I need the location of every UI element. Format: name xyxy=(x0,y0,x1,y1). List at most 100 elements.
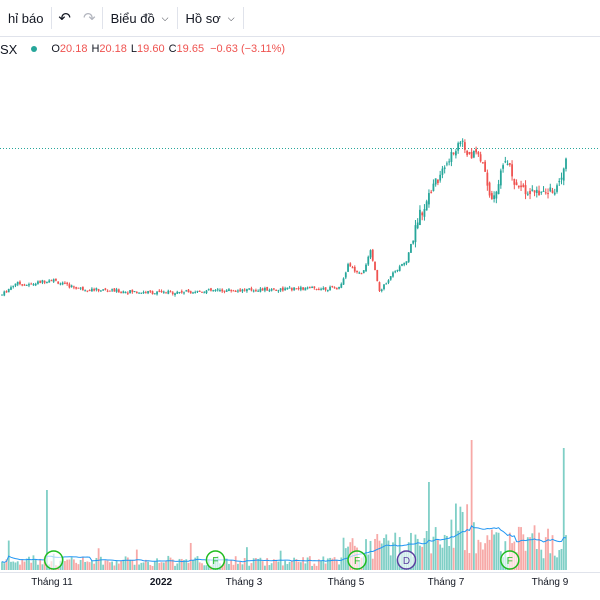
volume-bar xyxy=(21,559,24,570)
volume-bar xyxy=(311,565,313,570)
candle-body xyxy=(338,286,340,289)
candle-body xyxy=(405,261,408,264)
candle-body xyxy=(380,289,383,292)
volume-bar xyxy=(463,550,466,570)
candle-body xyxy=(421,212,424,216)
candle-body xyxy=(122,291,125,294)
volume-bar xyxy=(156,558,158,570)
volume-bar xyxy=(333,557,336,570)
candle-body xyxy=(526,193,529,195)
volume-bar xyxy=(313,563,316,570)
top-toolbar: hỉ báo ↶ ↷ Biểu đồ ⌵ Hồ sơ ⌵ xyxy=(0,0,600,37)
candle-body xyxy=(374,261,376,271)
candle-body xyxy=(176,291,179,294)
candle-body xyxy=(297,288,300,290)
volume-bar xyxy=(10,561,12,570)
candle-body xyxy=(293,287,296,290)
volume-bar xyxy=(5,559,8,570)
volume-bar xyxy=(228,563,230,570)
candle-body xyxy=(329,286,331,291)
candle-body xyxy=(81,286,84,291)
candle-body xyxy=(241,289,244,292)
volume-bar xyxy=(477,539,480,570)
volume-bar xyxy=(371,558,374,570)
redo-icon[interactable]: ↷ xyxy=(83,10,96,27)
indicators-button[interactable]: hỉ báo xyxy=(0,0,51,36)
profile-dropdown[interactable]: Hồ sơ ⌵ xyxy=(178,0,243,36)
candle-body xyxy=(124,292,127,294)
volume-bar xyxy=(414,534,417,570)
candle-body xyxy=(270,289,273,291)
candle-body xyxy=(524,185,527,195)
candle-body xyxy=(88,290,91,292)
volume-bar xyxy=(540,549,543,570)
volume-bar xyxy=(423,538,426,570)
candle-body xyxy=(369,250,372,258)
candle-body xyxy=(250,288,253,291)
volume-bar xyxy=(277,561,280,570)
candle-body xyxy=(228,289,230,292)
candle-body xyxy=(279,288,282,291)
volume-bar xyxy=(81,557,84,570)
symbol-label[interactable]: SX xyxy=(0,41,18,57)
volume-bar xyxy=(264,565,266,570)
volume-bar xyxy=(322,556,325,570)
volume-bar xyxy=(342,537,345,570)
price-volume-chart[interactable]: F F D F Tháng 11 2022 Tháng 3 Tháng 5 Tháng 7 Thá… xyxy=(0,36,600,596)
candle-body xyxy=(106,290,109,292)
candle-body xyxy=(356,270,358,273)
candle-body xyxy=(308,286,311,288)
candle-body xyxy=(216,289,219,291)
candle-body xyxy=(457,143,460,151)
candle-body xyxy=(221,289,224,292)
candle-body xyxy=(99,290,102,292)
candle-body xyxy=(131,289,134,293)
candle-body xyxy=(90,288,93,292)
candle-body xyxy=(389,276,392,280)
volume-bar xyxy=(376,534,379,570)
volume-bar xyxy=(560,548,563,570)
candle-body xyxy=(243,289,246,291)
candle-body xyxy=(477,152,480,155)
candle-body xyxy=(362,270,365,274)
chart-type-dropdown[interactable]: Biểu đồ ⌵ xyxy=(103,0,177,36)
volume-bar xyxy=(308,556,311,570)
candle-body xyxy=(335,288,338,290)
candle-body xyxy=(237,290,239,292)
event-marker-label: F xyxy=(507,556,513,567)
candle-body xyxy=(515,182,518,186)
candle-body xyxy=(32,284,35,286)
event-marker xyxy=(43,550,64,570)
candle-body xyxy=(203,292,206,294)
candle-body xyxy=(446,163,448,165)
event-marker xyxy=(396,550,417,570)
volume-bar xyxy=(299,562,302,570)
volume-bar xyxy=(138,564,140,570)
candle-body xyxy=(194,292,197,294)
undo-icon[interactable]: ↶ xyxy=(58,10,71,27)
candle-body xyxy=(108,290,111,292)
candle-body xyxy=(115,289,118,292)
volume-bar xyxy=(140,562,143,570)
candle-body xyxy=(499,170,502,186)
volume-bar xyxy=(520,527,522,570)
candle-body xyxy=(185,290,188,292)
volume-bar xyxy=(284,560,287,570)
candle-body xyxy=(230,290,233,292)
candle-body xyxy=(104,288,107,290)
candle-body xyxy=(556,185,558,192)
candle-body xyxy=(344,272,347,278)
volume-bar xyxy=(70,557,73,570)
candle-body xyxy=(459,142,462,145)
volume-bar xyxy=(428,482,430,570)
volume-bar xyxy=(497,532,500,570)
candle-body xyxy=(533,190,536,193)
volume-bar xyxy=(452,547,455,570)
candle-body xyxy=(558,180,561,183)
volume-bar xyxy=(133,564,136,570)
volume-bar xyxy=(30,562,33,570)
candle-body xyxy=(540,191,543,193)
candle-body xyxy=(64,282,66,284)
candle-body xyxy=(151,291,154,295)
ohlc-legend: SX O 20.18 H 20.18 L 19.60 C 19.65 −0.63… xyxy=(0,40,285,58)
